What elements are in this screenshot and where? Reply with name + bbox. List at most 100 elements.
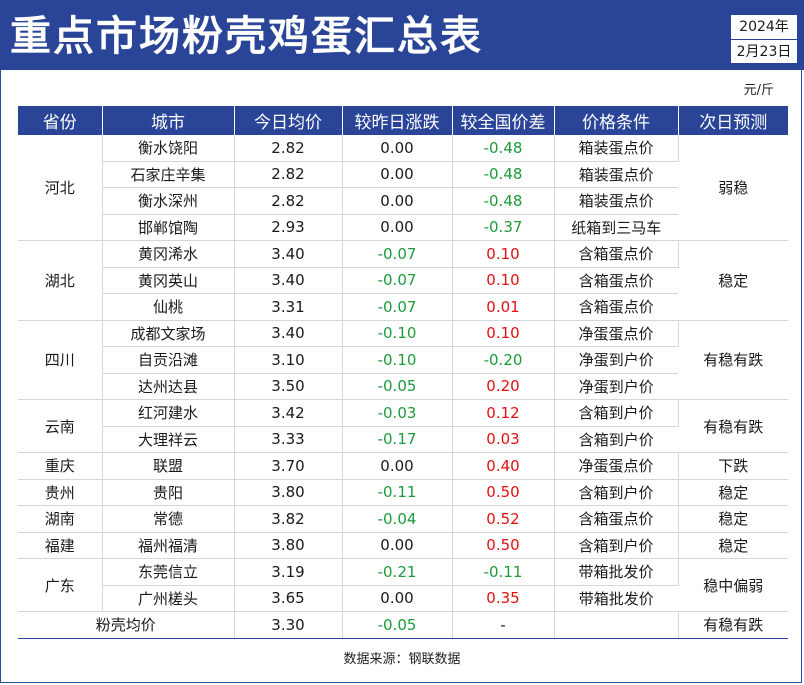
summary-condition [554,611,679,639]
price-cell: 3.40 [234,319,343,347]
condition-cell: 含箱到户价 [554,532,679,559]
change-cell: -0.17 [342,426,453,453]
diff-cell: 0.10 [452,319,555,347]
table-row: 重庆 联盟 3.70 0.00 0.40 净蛋蛋点价 下跌 [18,452,788,480]
table-row: 湖南 常德 3.82 -0.04 0.52 含箱蛋点价 稳定 [18,505,788,533]
condition-cell: 纸箱到三马车 [554,214,678,241]
city-cell: 衡水饶阳 [102,134,235,162]
condition-cell: 净蛋蛋点价 [554,319,679,347]
table-row: 广东 东莞信立 3.19 -0.21 -0.11 带箱批发价 稳中偏弱 [18,558,788,612]
province-cell: 广东 [18,558,103,612]
change-cell: 0.00 [342,161,453,188]
price-cell: 3.40 [234,267,343,294]
page-title: 重点市场粉壳鸡蛋汇总表 [10,12,483,60]
egg-price-table: 省份 城市 今日均价 较昨日涨跌 较全国价差 价格条件 次日预测 河北 衡水饶阳… [18,106,788,639]
diff-cell: -0.48 [452,134,555,162]
table-row: 仙桃 3.31 -0.07 0.01 含箱蛋点价 [18,293,788,321]
diff-cell: -0.20 [452,346,555,374]
city-cell: 大理祥云 [102,426,235,453]
change-cell: -0.05 [342,373,453,400]
table-row: 大理祥云 3.33 -0.17 0.03 含箱到户价 [18,426,788,453]
condition-cell: 含箱蛋点价 [554,505,679,533]
table-row: 石家庄辛集 2.82 0.00 -0.48 箱装蛋点价 [18,161,788,188]
condition-cell: 带箱批发价 [554,585,678,612]
change-cell: 0.00 [342,214,453,241]
change-cell: -0.21 [342,558,453,586]
condition-cell: 净蛋到户价 [554,346,678,374]
change-cell: -0.07 [342,240,453,268]
summary-change: -0.05 [342,611,453,639]
city-cell: 常德 [102,505,235,533]
condition-cell: 带箱批发价 [554,558,679,586]
column-header-city: 城市 [102,106,235,135]
table-row: 河北 衡水饶阳 2.82 0.00 -0.48 箱装蛋点价 弱稳 [18,134,788,241]
table-row: 衡水深州 2.82 0.00 -0.48 箱装蛋点价 [18,187,788,215]
condition-cell: 净蛋蛋点价 [554,452,679,480]
city-cell: 联盟 [102,452,235,480]
city-cell: 成都文家场 [102,319,235,347]
table-row: 湖北 黄冈浠水 3.40 -0.07 0.10 含箱蛋点价 稳定 [18,240,788,321]
diff-cell: -0.11 [452,558,555,586]
change-cell: -0.10 [342,346,453,374]
price-cell: 3.31 [234,293,343,321]
table-row: 达州达县 3.50 -0.05 0.20 净蛋到户价 [18,373,788,400]
province-cell: 云南 [18,399,103,453]
table-row: 云南 红河建水 3.42 -0.03 0.12 含箱到户价 有稳有跌 [18,399,788,453]
forecast-cell: 下跌 [678,452,788,480]
condition-cell: 含箱蛋点价 [554,293,678,321]
condition-cell: 箱装蛋点价 [554,187,678,215]
price-cell: 3.65 [234,585,343,612]
change-cell: 0.00 [342,532,453,559]
province-cell: 重庆 [18,452,103,480]
table-row: 贵州 贵阳 3.80 -0.11 0.50 含箱到户价 稳定 [18,478,788,506]
summary-diff: - [452,611,555,639]
price-cell: 3.80 [234,532,343,559]
condition-cell: 含箱到户价 [554,426,678,453]
change-cell: 0.00 [342,452,453,480]
change-cell: -0.03 [342,399,453,427]
price-cell: 2.82 [234,134,343,162]
diff-cell: 0.40 [452,452,555,480]
province-cell: 四川 [18,319,103,400]
price-cell: 3.82 [234,505,343,533]
change-cell: 0.00 [342,187,453,215]
diff-cell: 0.20 [452,373,555,400]
column-header-diff: 较全国价差 [452,106,555,135]
province-cell: 湖南 [18,505,103,533]
column-header-price: 今日均价 [234,106,343,135]
condition-cell: 箱装蛋点价 [554,134,679,162]
table-row: 邯郸馆陶 2.93 0.00 -0.37 纸箱到三马车 [18,214,788,241]
province-cell: 湖北 [18,240,103,321]
city-cell: 仙桃 [102,293,235,321]
condition-cell: 箱装蛋点价 [554,161,678,188]
price-cell: 3.40 [234,240,343,268]
table-row: 福建 福州福清 3.80 0.00 0.50 含箱到户价 稳定 [18,532,788,559]
date-year: 2024年 [731,15,797,40]
header-banner: 重点市场粉壳鸡蛋汇总表 2024年 2月23日 [0,0,804,70]
diff-cell: 0.10 [452,267,555,294]
diff-cell: 0.12 [452,399,555,427]
table-row: 四川 成都文家场 3.40 -0.10 0.10 净蛋蛋点价 有稳有跌 [18,319,788,400]
diff-cell: -0.48 [452,161,555,188]
column-header-forecast: 次日预测 [678,106,788,135]
unit-label: 元/斤 [743,83,774,98]
change-cell: -0.04 [342,505,453,533]
condition-cell: 含箱到户价 [554,399,679,427]
forecast-cell: 稳定 [678,478,788,506]
city-cell: 邯郸馆陶 [102,214,235,241]
price-cell: 3.80 [234,478,343,506]
forecast-cell: 稳定 [678,505,788,533]
city-cell: 黄冈英山 [102,267,235,294]
diff-cell: 0.01 [452,293,555,321]
price-cell: 2.82 [234,161,343,188]
date-badge: 2024年 2月23日 [730,14,798,64]
summary-label: 粉壳均价 [18,611,235,639]
province-cell: 河北 [18,134,103,241]
city-cell: 达州达县 [102,373,235,400]
condition-cell: 含箱蛋点价 [554,240,679,268]
city-cell: 东莞信立 [102,558,235,586]
forecast-cell: 稳定 [678,240,788,321]
table-header-row: 省份 城市 今日均价 较昨日涨跌 较全国价差 价格条件 次日预测 [18,106,788,135]
city-cell: 衡水深州 [102,187,235,215]
diff-cell: 0.03 [452,426,555,453]
